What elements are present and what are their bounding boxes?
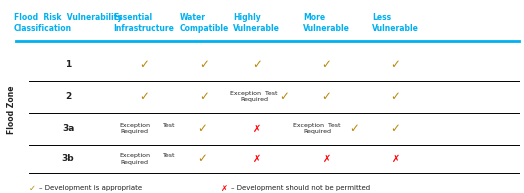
Text: Water
Compatible: Water Compatible xyxy=(180,13,229,33)
Text: Exception: Exception xyxy=(119,123,150,128)
Text: ✓: ✓ xyxy=(391,90,400,103)
Text: ✓: ✓ xyxy=(322,58,331,71)
Text: ✓: ✓ xyxy=(391,122,400,135)
Text: ✓: ✓ xyxy=(197,122,206,135)
Text: ✗: ✗ xyxy=(322,154,331,164)
Text: Highly
Vulnerable: Highly Vulnerable xyxy=(233,13,280,33)
Text: ✓: ✓ xyxy=(252,58,261,71)
Text: Flood Zone: Flood Zone xyxy=(7,86,16,134)
Text: ✓: ✓ xyxy=(200,58,209,71)
Text: 2: 2 xyxy=(65,92,71,101)
Text: Required: Required xyxy=(121,160,149,165)
Text: Required: Required xyxy=(240,97,268,102)
Text: Test: Test xyxy=(163,153,176,158)
Text: Flood  Risk  Vulnerability
Classification: Flood Risk Vulnerability Classification xyxy=(14,13,122,33)
Text: ✓: ✓ xyxy=(29,184,36,193)
Text: ✓: ✓ xyxy=(279,90,289,103)
Text: Required: Required xyxy=(303,130,331,135)
Text: ✓: ✓ xyxy=(200,90,209,103)
Text: – Development should not be permitted: – Development should not be permitted xyxy=(231,185,370,191)
Text: ✓: ✓ xyxy=(349,122,358,135)
Text: – Development is appropriate: – Development is appropriate xyxy=(39,185,143,191)
Text: ✓: ✓ xyxy=(197,152,206,165)
Text: Less
Vulnerable: Less Vulnerable xyxy=(372,13,419,33)
Text: 3a: 3a xyxy=(62,124,74,133)
Text: Exception  Test: Exception Test xyxy=(231,91,278,96)
Text: Required: Required xyxy=(121,130,149,135)
Text: Essential
Infrastructure: Essential Infrastructure xyxy=(114,13,174,33)
Text: Exception: Exception xyxy=(119,153,150,158)
Text: ✗: ✗ xyxy=(253,154,261,164)
Text: ✗: ✗ xyxy=(253,124,261,134)
Text: ✓: ✓ xyxy=(139,58,149,71)
Text: More
Vulnerable: More Vulnerable xyxy=(303,13,350,33)
Text: 1: 1 xyxy=(65,60,71,69)
Text: ✓: ✓ xyxy=(139,90,149,103)
Text: ✗: ✗ xyxy=(391,154,400,164)
Text: ✗: ✗ xyxy=(220,184,227,193)
Text: Exception  Test: Exception Test xyxy=(293,123,341,128)
Text: ✓: ✓ xyxy=(391,58,400,71)
Text: ✓: ✓ xyxy=(322,90,331,103)
Text: 3b: 3b xyxy=(62,154,74,163)
Text: Test: Test xyxy=(163,123,176,128)
